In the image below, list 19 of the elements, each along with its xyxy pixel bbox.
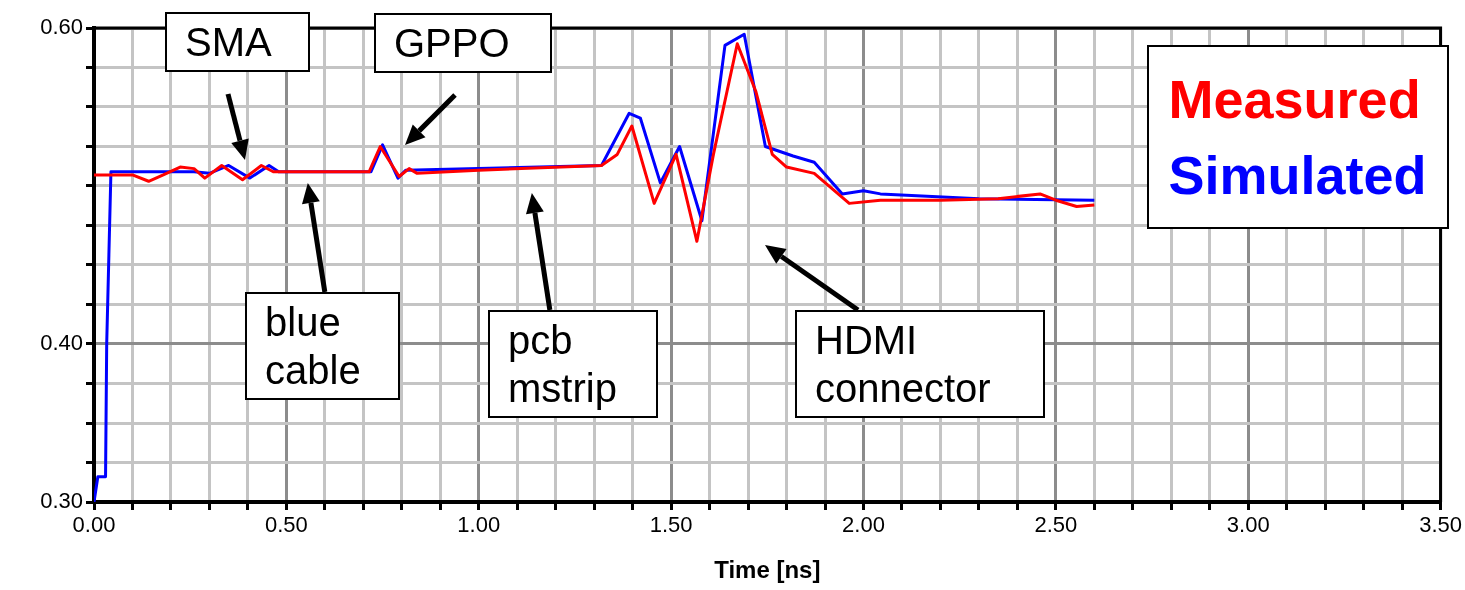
x-tick-label: 1.00 [457, 512, 501, 538]
y-tick-label: 0.40 [40, 330, 83, 356]
x-tick-label: 2.50 [1034, 512, 1078, 538]
x-tick-label: 0.00 [72, 512, 116, 538]
x-tick-label: 0.50 [264, 512, 308, 538]
x-tick-label: 3.00 [1226, 512, 1270, 538]
x-tick-label: 2.00 [842, 512, 885, 538]
annotation: SMA [165, 12, 310, 72]
x-tick-label: 3.50 [1419, 512, 1462, 538]
annotation: blue cable [245, 292, 400, 400]
y-tick-label: 0.60 [40, 14, 83, 40]
annotation: GPPO [374, 13, 552, 73]
series-label: Measured [1168, 68, 1422, 131]
y-tick-label: 0.30 [40, 488, 83, 514]
x-tick-label: 1.50 [649, 512, 693, 538]
annotation: pcb mstrip [488, 310, 658, 418]
x-axis-title: Time [ns] [714, 556, 821, 584]
series-label: Simulated [1168, 144, 1427, 207]
annotation: HDMI connector [795, 310, 1045, 418]
